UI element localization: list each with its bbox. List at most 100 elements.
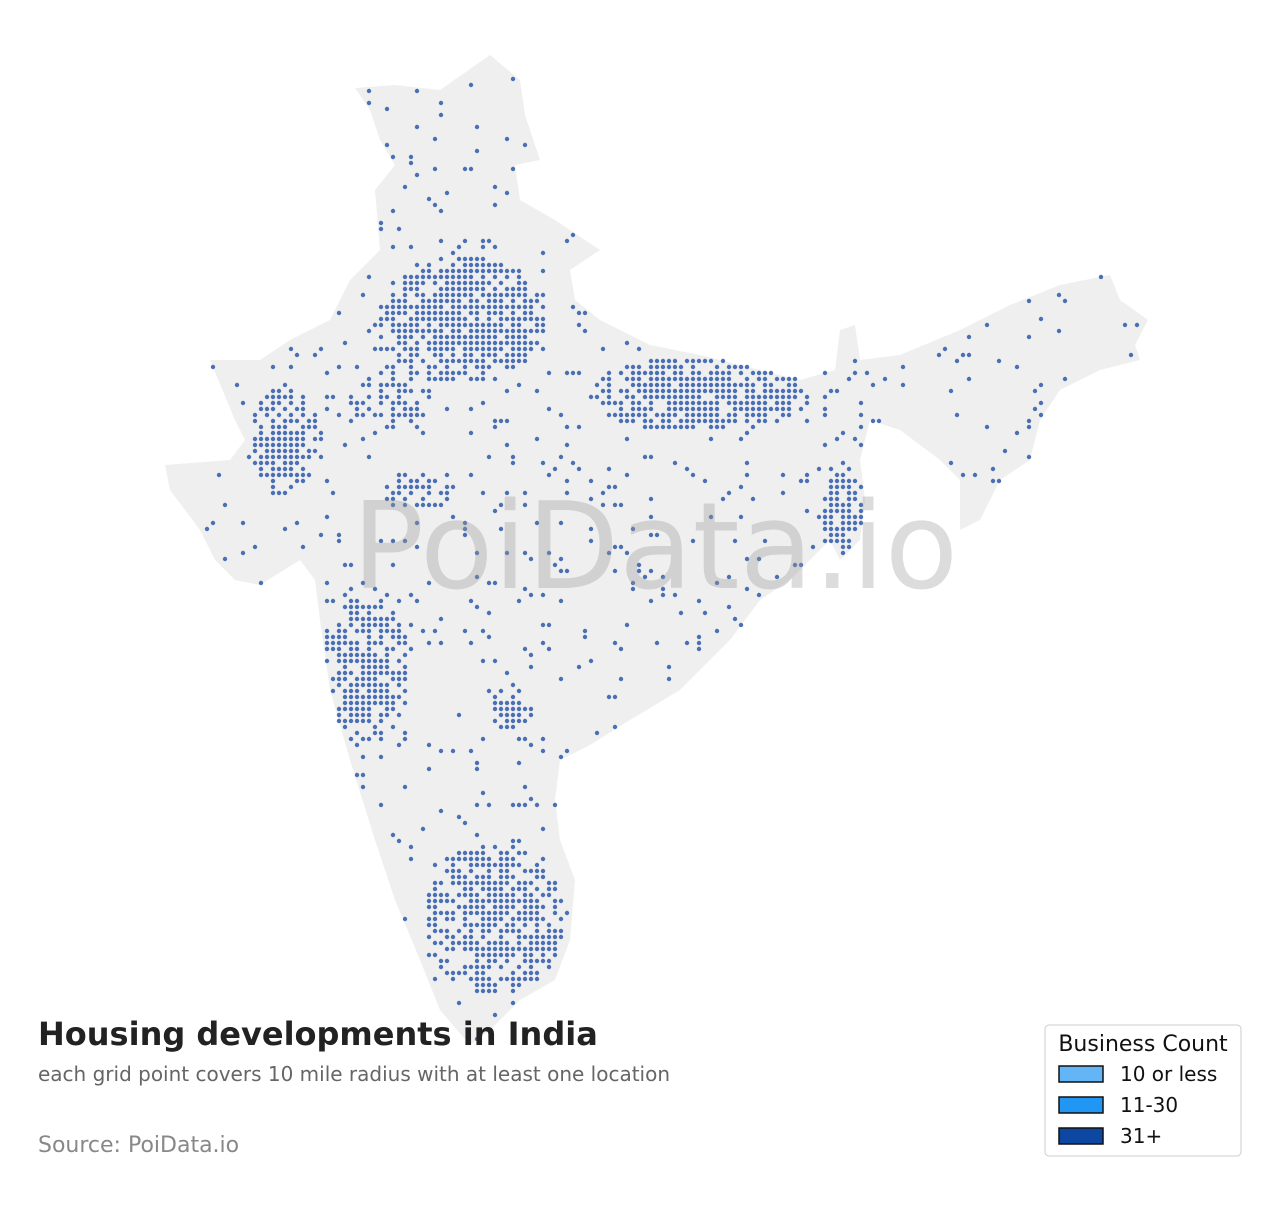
- grid-point: [336, 712, 342, 718]
- grid-point: [294, 418, 300, 424]
- legend-label: 11-30: [1120, 1093, 1178, 1117]
- grid-point: [486, 946, 492, 952]
- grid-point: [408, 844, 414, 850]
- grid-point: [702, 358, 708, 364]
- grid-point: [510, 460, 516, 466]
- grid-point: [462, 628, 468, 634]
- grid-point: [390, 634, 396, 640]
- grid-point: [540, 904, 546, 910]
- grid-point: [504, 898, 510, 904]
- grid-point: [438, 490, 444, 496]
- grid-point: [714, 400, 720, 406]
- grid-point: [438, 358, 444, 364]
- grid-point: [360, 292, 366, 298]
- grid-point: [420, 334, 426, 340]
- grid-point: [264, 406, 270, 412]
- grid-point: [468, 352, 474, 358]
- grid-point: [516, 706, 522, 712]
- grid-point: [516, 838, 522, 844]
- grid-point: [498, 418, 504, 424]
- grid-point: [468, 934, 474, 940]
- grid-point: [276, 466, 282, 472]
- grid-point: [672, 358, 678, 364]
- grid-point: [540, 940, 546, 946]
- grid-point: [270, 472, 276, 478]
- grid-point: [726, 412, 732, 418]
- grid-point: [498, 358, 504, 364]
- grid-point: [300, 442, 306, 448]
- grid-point: [564, 370, 570, 376]
- grid-point: [516, 934, 522, 940]
- grid-point: [468, 328, 474, 334]
- grid-point: [528, 742, 534, 748]
- grid-point: [366, 634, 372, 640]
- grid-point: [516, 382, 522, 388]
- grid-point: [828, 520, 834, 526]
- grid-point: [258, 400, 264, 406]
- grid-point: [366, 616, 372, 622]
- grid-point: [366, 682, 372, 688]
- grid-point: [678, 418, 684, 424]
- grid-point: [384, 652, 390, 658]
- grid-point: [636, 382, 642, 388]
- grid-point: [840, 520, 846, 526]
- grid-point: [342, 604, 348, 610]
- grid-point: [438, 808, 444, 814]
- grid-point: [480, 964, 486, 970]
- grid-point: [342, 670, 348, 676]
- grid-point: [492, 898, 498, 904]
- grid-point: [780, 490, 786, 496]
- grid-point: [702, 376, 708, 382]
- grid-point: [336, 682, 342, 688]
- grid-point: [432, 292, 438, 298]
- grid-point: [522, 916, 528, 922]
- grid-point: [480, 400, 486, 406]
- grid-point: [468, 880, 474, 886]
- grid-point: [966, 334, 972, 340]
- grid-point: [516, 916, 522, 922]
- grid-point: [414, 316, 420, 322]
- grid-point: [744, 400, 750, 406]
- grid-point: [954, 358, 960, 364]
- grid-point: [438, 322, 444, 328]
- grid-point: [432, 298, 438, 304]
- grid-point: [396, 622, 402, 628]
- grid-point: [474, 604, 480, 610]
- grid-point: [564, 490, 570, 496]
- grid-point: [858, 484, 864, 490]
- grid-point: [498, 976, 504, 982]
- grid-point: [942, 346, 948, 352]
- grid-point: [612, 502, 618, 508]
- grid-point: [408, 856, 414, 862]
- grid-point: [990, 478, 996, 484]
- grid-point: [378, 682, 384, 688]
- grid-point: [354, 706, 360, 712]
- grid-point: [384, 592, 390, 598]
- grid-point: [630, 382, 636, 388]
- grid-point: [666, 676, 672, 682]
- grid-point: [468, 304, 474, 310]
- grid-point: [546, 622, 552, 628]
- grid-point: [726, 370, 732, 376]
- grid-point: [360, 622, 366, 628]
- grid-point: [372, 640, 378, 646]
- grid-point: [846, 538, 852, 544]
- grid-point: [450, 868, 456, 874]
- grid-point: [732, 364, 738, 370]
- grid-point: [672, 364, 678, 370]
- grid-point: [708, 514, 714, 520]
- grid-point: [828, 496, 834, 502]
- grid-point: [774, 406, 780, 412]
- grid-point: [312, 436, 318, 442]
- grid-point: [306, 454, 312, 460]
- grid-point: [726, 604, 732, 610]
- grid-point: [342, 658, 348, 664]
- grid-point: [366, 736, 372, 742]
- grid-point: [474, 124, 480, 130]
- grid-point: [690, 394, 696, 400]
- grid-point: [798, 562, 804, 568]
- grid-point: [294, 520, 300, 526]
- grid-point: [480, 658, 486, 664]
- grid-point: [726, 400, 732, 406]
- grid-point: [522, 970, 528, 976]
